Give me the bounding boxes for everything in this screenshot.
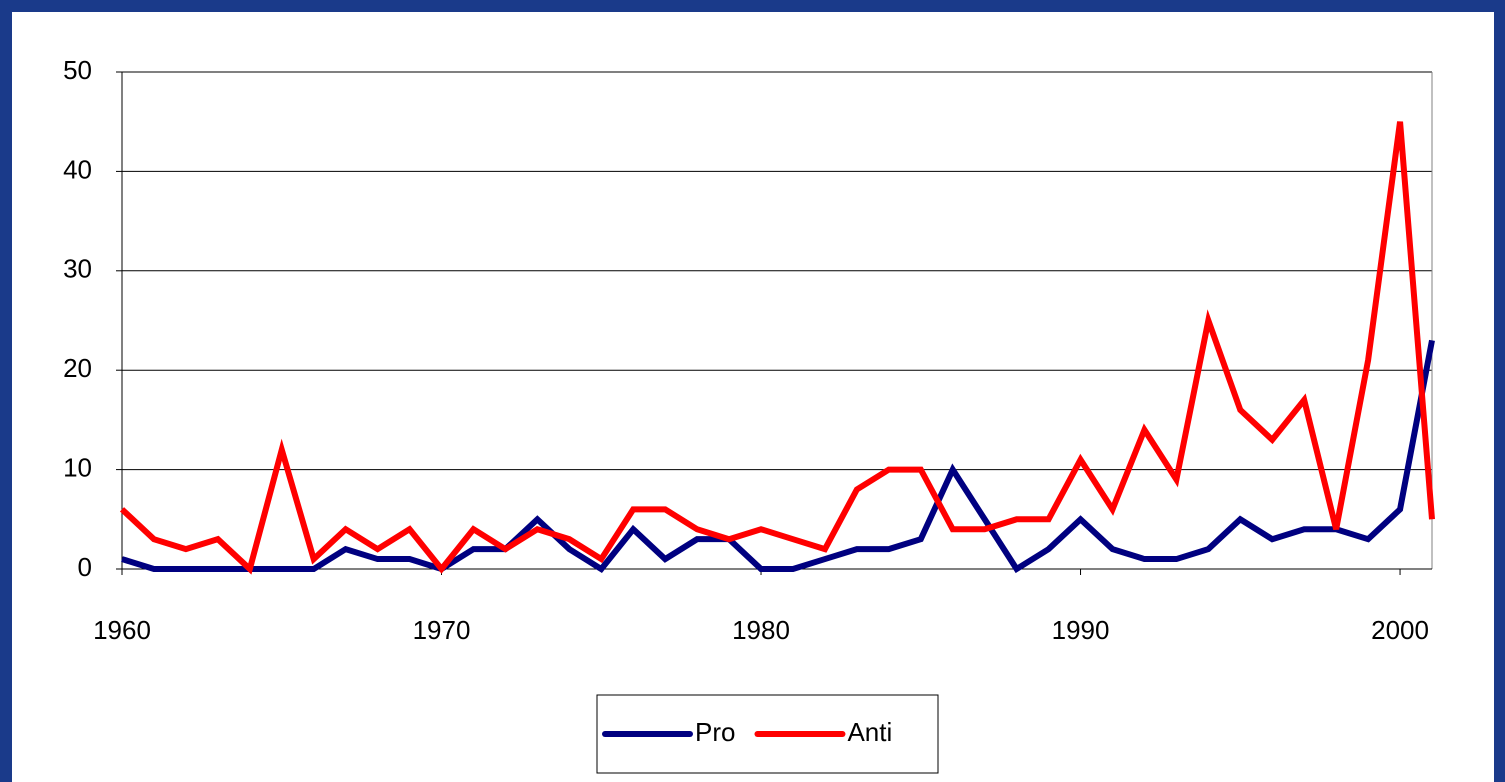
series-line [119,121,1435,575]
x-tick-label: 2000 [1371,615,1429,645]
x-tick-label: 1990 [1052,615,1110,645]
y-tick-label: 30 [63,254,92,284]
legend-label: Anti [847,717,892,747]
legend-label: Pro [695,717,735,747]
legend: Pro Anti [596,694,939,774]
y-tick-label: 50 [63,55,92,85]
slide-background [12,12,1494,782]
x-tick-label: 1980 [732,615,790,645]
y-tick-label: 40 [63,154,92,184]
series-line [121,339,1435,574]
x-tick-label: 1970 [413,615,471,645]
y-tick-label: 0 [78,552,92,582]
y-tick-label: 10 [63,452,92,482]
x-tick-label: 1960 [93,615,151,645]
y-tick-label: 20 [63,353,92,383]
